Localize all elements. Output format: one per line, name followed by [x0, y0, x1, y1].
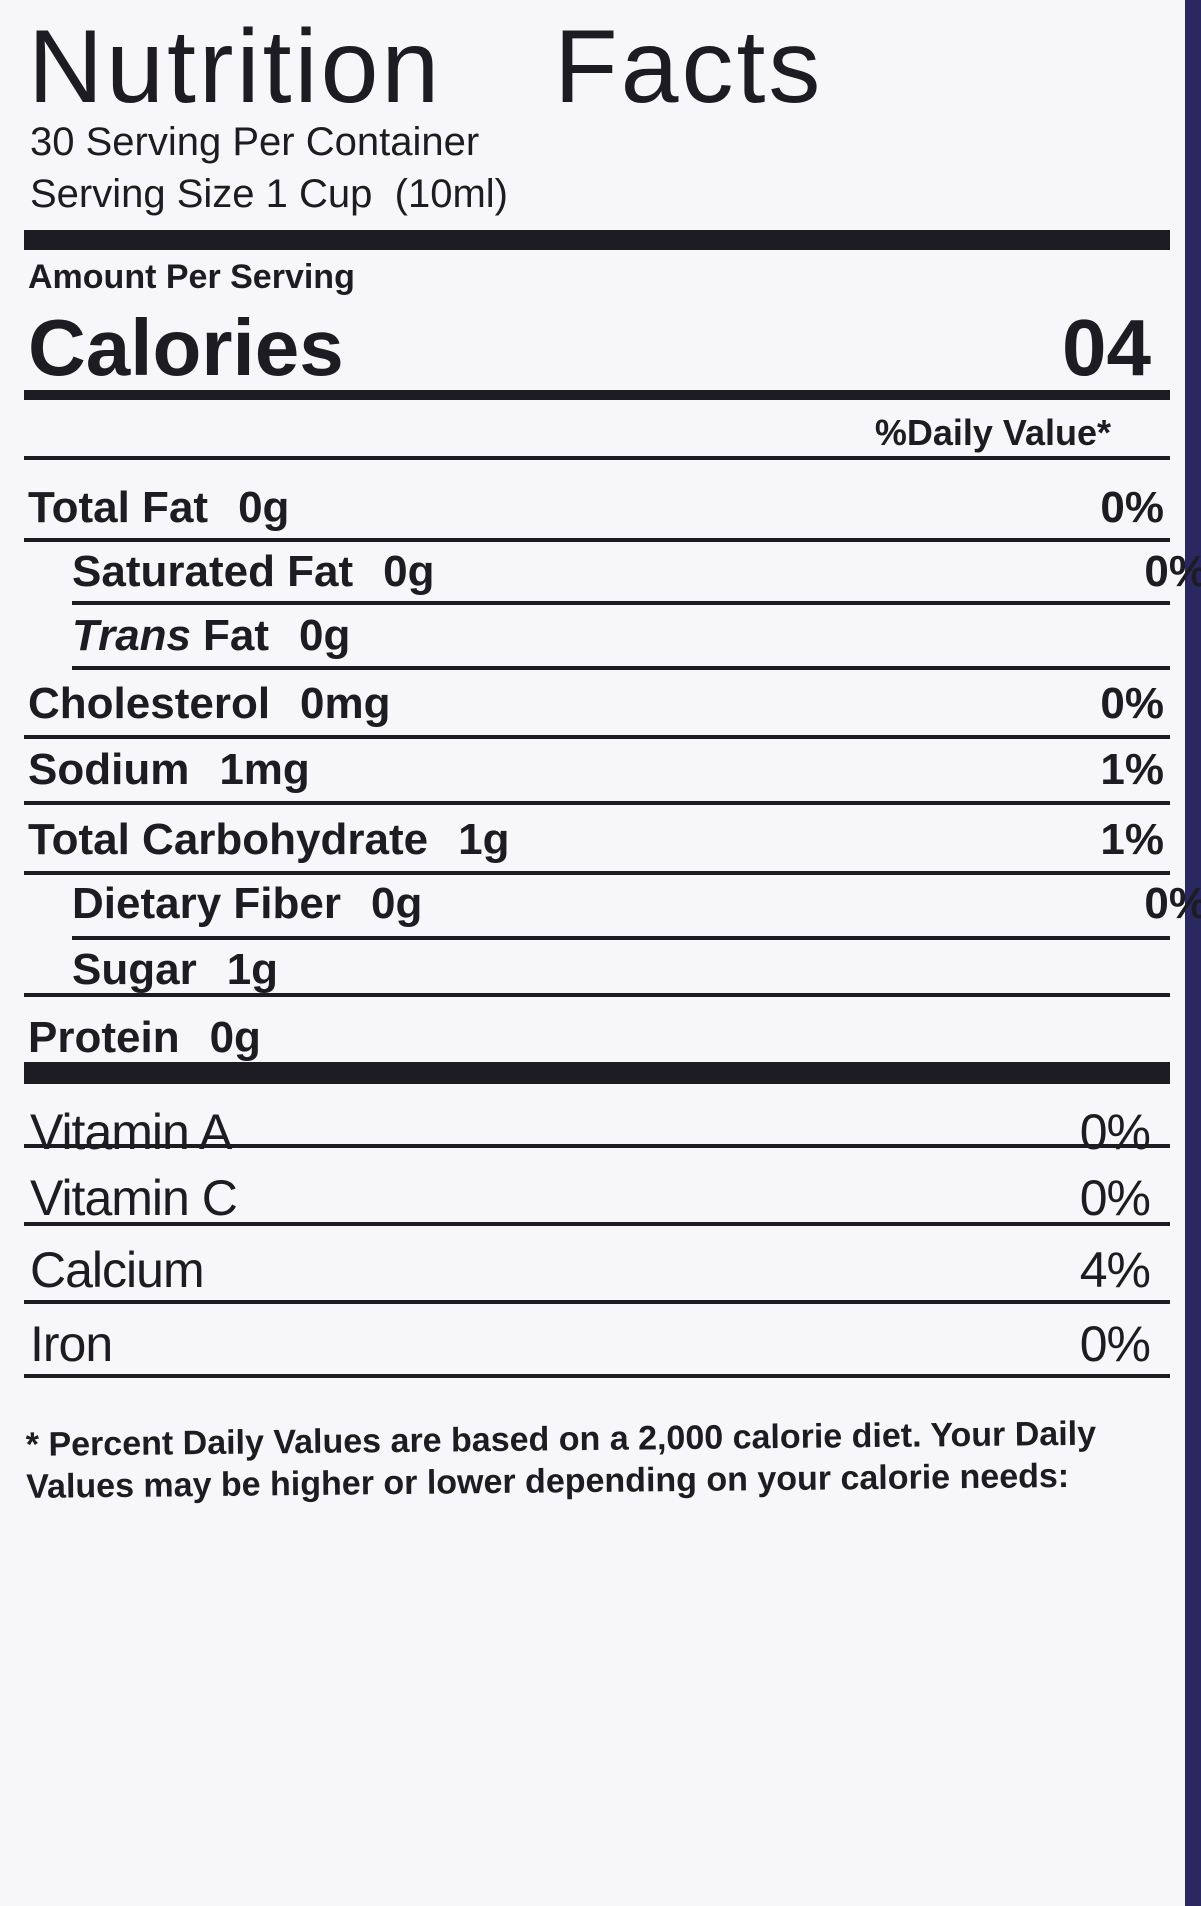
rule [24, 871, 1170, 875]
rule [72, 601, 1170, 605]
rule [24, 1374, 1170, 1378]
rule [24, 390, 1170, 400]
rule [24, 1300, 1170, 1304]
thick-rule [24, 1062, 1170, 1084]
nutrient-row: Sugar 1g [28, 940, 1201, 1000]
daily-value: 0% [1144, 547, 1201, 596]
daily-value: 1% [1100, 745, 1164, 794]
daily-value: 0% [1100, 483, 1164, 532]
rule [24, 1222, 1170, 1226]
nutrient-row: Total Carbohydrate 1g 1% [28, 810, 1164, 870]
rule [24, 735, 1170, 739]
vitamin-name: Iron [30, 1316, 113, 1372]
nutrient-row: Saturated Fat 0g 0% [28, 542, 1201, 602]
vitamin-row: Iron 0% [30, 1312, 1151, 1376]
nutrient-name: Protein [28, 1013, 180, 1062]
rule [24, 1144, 1170, 1148]
nutrient-row: Protein 0g [28, 1008, 1164, 1068]
daily-value: 4% [1079, 1242, 1151, 1298]
serving-size: Serving Size 1 Cup (10ml) [30, 172, 508, 216]
nutrient-name: Dietary Fiber [72, 879, 341, 928]
rule [24, 456, 1170, 460]
calories-value: 04 [1062, 303, 1151, 392]
daily-value: 0% [1079, 1170, 1151, 1226]
nutrient-amount: 0g [238, 483, 290, 532]
nutrient-amount: 1g [226, 945, 279, 994]
nutrient-name: Fat [203, 611, 270, 660]
vitamin-row: Vitamin C 0% [30, 1166, 1151, 1230]
rule [24, 538, 1170, 542]
daily-value: 0% [1144, 879, 1201, 928]
nutrient-row: Trans Fat 0g [28, 606, 1201, 666]
nutrient-amount: 1g [458, 815, 510, 864]
daily-value: 0% [1079, 1104, 1151, 1160]
nutrient-amount: 0g [209, 1013, 261, 1062]
vitamin-name: Vitamin A [30, 1104, 232, 1160]
nutrient-name: Sugar [72, 945, 197, 994]
container-edge [1185, 0, 1201, 1906]
calories-label: Calories [28, 303, 344, 392]
rule [72, 936, 1170, 940]
amount-per-serving: Amount Per Serving [28, 258, 355, 296]
nutrient-name-italic: Trans [72, 611, 192, 660]
daily-value: 1% [1100, 815, 1164, 864]
nutrient-row: Dietary Fiber 0g 0% [28, 874, 1201, 934]
nutrient-amount: 0g [383, 547, 435, 596]
rule [72, 666, 1170, 670]
nutrient-amount: 0g [370, 879, 423, 928]
nutrient-name: Saturated Fat [72, 547, 354, 596]
rule [24, 993, 1170, 997]
daily-value-header: %Daily Value* [874, 412, 1111, 453]
nutrient-name: Cholesterol [28, 679, 271, 728]
nutrient-row: Total Fat 0g 0% [28, 478, 1164, 538]
nutrient-amount: 0g [299, 611, 351, 660]
daily-value: 0% [1100, 679, 1164, 728]
vitamin-name: Vitamin C [30, 1170, 238, 1226]
nutrient-name: Sodium [28, 745, 190, 794]
thick-rule [24, 230, 1170, 250]
rule [24, 801, 1170, 805]
nutrient-amount: 1mg [219, 745, 310, 794]
vitamin-row: Calcium 4% [30, 1238, 1151, 1302]
vitamin-row: Vitamin A 0% [30, 1100, 1151, 1164]
daily-value: 0% [1079, 1316, 1151, 1372]
title: Nutrition Facts [28, 9, 824, 125]
nutrient-name: Total Fat [28, 483, 209, 532]
nutrient-name: Total Carbohydrate [28, 815, 429, 864]
nutrient-amount: 0mg [300, 679, 391, 728]
footnote: * Percent Daily Values are based on a 2,… [25, 1414, 1097, 1506]
servings: 30 Serving Per Container [30, 120, 480, 164]
nutrient-row: Sodium 1mg 1% [28, 740, 1164, 800]
vitamin-name: Calcium [30, 1242, 205, 1298]
nutrient-row: Cholesterol 0mg 0% [28, 674, 1164, 734]
